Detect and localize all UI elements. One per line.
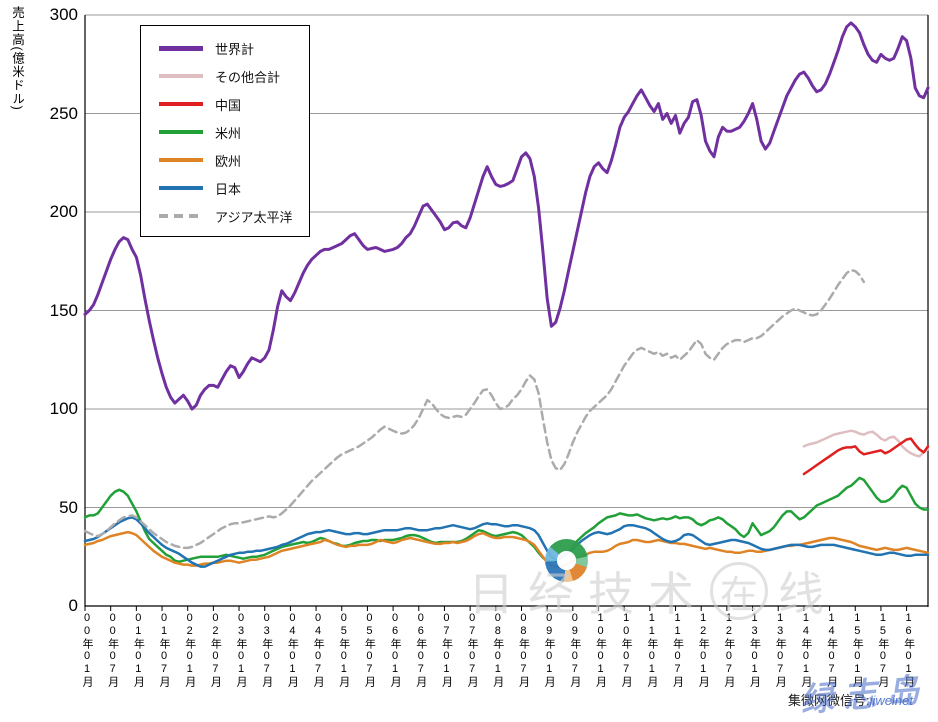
legend-item-americas: 米州 [141, 118, 309, 146]
series-line-americas [83, 476, 930, 563]
legend-swatch-china [159, 102, 203, 106]
x-tick-label: 06年01月 [389, 612, 402, 688]
watermark-jiwei-label: 集微网微信号: [788, 693, 870, 708]
x-tick-label: 05年07月 [363, 612, 376, 688]
legend-label-europe: 欧州 [215, 153, 242, 169]
x-tick-label: 05年01月 [337, 612, 350, 688]
x-tick-label: 12年01月 [697, 612, 710, 688]
series-line-others-total [802, 429, 930, 458]
x-tick-label: 14年01月 [799, 612, 812, 688]
legend-swatch-asia-pacific [159, 214, 203, 218]
series-line-japan [83, 516, 930, 568]
y-tick-label: 250 [49, 103, 78, 123]
legend-item-europe: 欧州 [141, 146, 309, 174]
legend-swatch-world [159, 45, 203, 51]
x-tick-label: 15年01月 [851, 612, 864, 688]
series-line-asia-pacific [83, 268, 866, 550]
series-line-world [83, 21, 930, 411]
y-tick-label: 100 [49, 399, 78, 418]
legend-item-others-total: その他合計 [141, 62, 309, 90]
legend-label-americas: 米州 [215, 125, 242, 141]
x-tick-label: 06年07月 [414, 612, 427, 688]
legend-swatch-americas [159, 130, 203, 134]
x-tick-label: 16年01月 [902, 612, 915, 688]
x-tick-label: 04年07月 [312, 612, 325, 688]
x-tick-label: 00年07月 [106, 612, 119, 688]
x-tick-label: 07年07月 [466, 612, 479, 688]
nikkei-logo-icon [545, 539, 588, 582]
legend-item-asia-pacific: アジア太平洋 [141, 202, 309, 230]
y-axis-title: 売上高(億米ドル) [10, 6, 24, 111]
x-tick-label: 15年07月 [876, 612, 889, 688]
x-tick-label: 02年01月 [183, 612, 196, 688]
x-tick-label: 09年01月 [543, 612, 556, 688]
series-line-china [802, 437, 930, 476]
y-tick-label: 150 [49, 300, 78, 320]
series-line-europe [83, 530, 930, 568]
y-tick-label: 50 [59, 497, 78, 517]
watermark-jiweiwang: 集微网微信号:jiweinet [788, 690, 913, 709]
x-tick-label: 01年07月 [158, 612, 171, 688]
x-tick-label: 10年07月 [620, 612, 633, 688]
x-tick-label: 09年07月 [568, 612, 581, 688]
legend-label-world: 世界計 [215, 41, 255, 57]
x-tick-label: 08年01月 [491, 612, 504, 688]
legend-label-china: 中国 [215, 97, 242, 113]
legend-label-japan: 日本 [215, 181, 242, 197]
y-tick-label: 300 [49, 5, 78, 24]
x-tick-label: 11年01月 [645, 612, 658, 688]
x-tick-label: 01年01月 [132, 612, 145, 688]
x-tick-label: 11年07月 [671, 612, 684, 688]
x-tick-label: 12年07月 [722, 612, 735, 688]
x-tick-label: 07年01月 [440, 612, 453, 688]
legend-item-china: 中国 [141, 90, 309, 118]
x-tick-label: 13年01月 [748, 612, 761, 688]
legend: 世界計 その他合計 中国 米州 欧州 日本 アジア太平洋 [140, 25, 310, 237]
y-tick-label: 0 [68, 596, 78, 615]
x-tick-label: 00年01月 [81, 612, 93, 688]
x-tick-label: 03年01月 [235, 612, 248, 688]
legend-swatch-japan [159, 186, 203, 190]
legend-item-world: 世界計 [141, 34, 309, 62]
x-tick-label: 14年07月 [825, 612, 838, 688]
legend-label-asia-pacific: アジア太平洋 [215, 209, 293, 225]
x-tick-label: 02年07月 [209, 612, 222, 688]
legend-item-japan: 日本 [141, 174, 309, 202]
legend-label-others-total: その他合計 [215, 69, 281, 85]
x-tick-label: 13年07月 [774, 612, 787, 688]
legend-swatch-europe [159, 158, 203, 162]
y-tick-label: 200 [49, 202, 78, 221]
x-tick-label: 03年07月 [260, 612, 273, 688]
x-tick-label: 08年07月 [517, 612, 530, 688]
legend-swatch-others-total [159, 74, 203, 78]
watermark-jiwei-handle: jiweinet [869, 693, 913, 708]
x-tick-label: 04年01月 [286, 612, 299, 688]
x-tick-label: 10年01月 [594, 612, 607, 688]
